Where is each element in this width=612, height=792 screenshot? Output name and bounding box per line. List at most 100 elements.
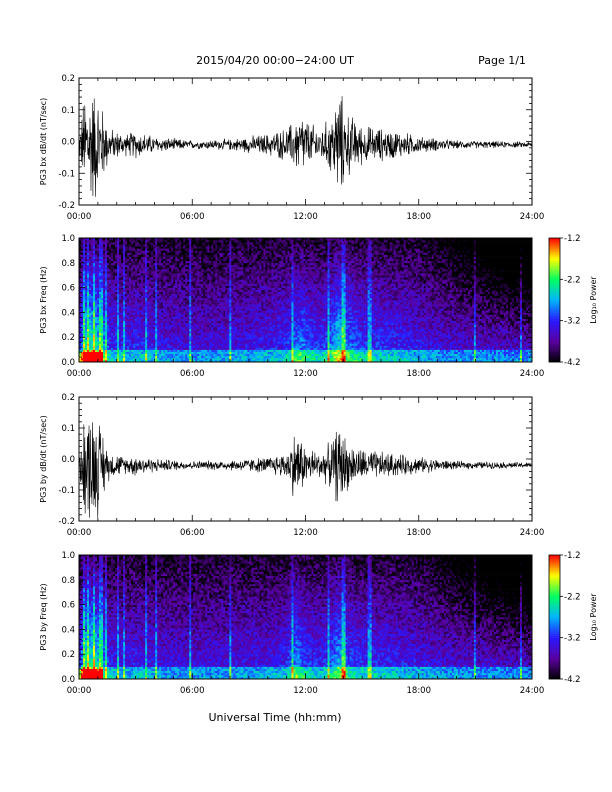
heatmap-cell bbox=[165, 292, 167, 294]
heatmap-cell bbox=[81, 283, 83, 285]
heatmap-cell bbox=[109, 345, 111, 347]
heatmap-cell bbox=[241, 356, 243, 358]
heatmap-cell bbox=[235, 294, 237, 296]
heatmap-cell bbox=[83, 292, 85, 294]
heatmap-cell bbox=[179, 350, 181, 352]
heatmap-cell bbox=[229, 327, 231, 329]
heatmap-cell bbox=[149, 300, 151, 302]
heatmap-cell bbox=[187, 275, 189, 277]
heatmap-cell bbox=[185, 343, 187, 345]
heatmap-cell bbox=[125, 335, 127, 337]
heatmap-cell bbox=[157, 329, 159, 331]
heatmap-cell bbox=[109, 319, 111, 321]
heatmap-cell bbox=[235, 321, 237, 323]
heatmap-cell bbox=[159, 242, 161, 244]
heatmap-cell bbox=[207, 358, 209, 360]
heatmap-cell bbox=[147, 296, 149, 298]
heatmap-cell bbox=[229, 257, 231, 259]
heatmap-cell bbox=[105, 310, 107, 312]
heatmap-cell bbox=[225, 286, 227, 288]
heatmap-cell bbox=[207, 335, 209, 337]
heatmap-cell bbox=[183, 244, 185, 246]
heatmap-cell bbox=[225, 317, 227, 319]
heatmap-cell bbox=[87, 314, 89, 316]
heatmap-cell bbox=[151, 242, 153, 244]
heatmap-cell bbox=[91, 339, 93, 341]
heatmap-cell bbox=[207, 314, 209, 316]
heatmap-cell bbox=[93, 350, 95, 352]
heatmap-cell bbox=[111, 263, 113, 265]
heatmap-cell bbox=[229, 333, 231, 335]
heatmap-cell bbox=[187, 294, 189, 296]
heatmap-cell bbox=[171, 290, 173, 292]
heatmap-cell bbox=[197, 286, 199, 288]
heatmap-cell bbox=[175, 269, 177, 271]
heatmap-cell bbox=[85, 310, 87, 312]
heatmap-cell bbox=[189, 352, 191, 354]
heatmap-cell bbox=[171, 356, 173, 358]
heatmap-cell bbox=[209, 296, 211, 298]
heatmap-cell bbox=[217, 259, 219, 261]
heatmap-cell bbox=[153, 275, 155, 277]
heatmap-cell bbox=[83, 271, 85, 273]
heatmap-cell bbox=[185, 277, 187, 279]
heatmap-cell bbox=[93, 325, 95, 327]
heatmap-cell bbox=[115, 261, 117, 263]
heatmap-cell bbox=[109, 352, 111, 354]
heatmap-cell bbox=[227, 271, 229, 273]
heatmap-cell bbox=[173, 304, 175, 306]
heatmap-cell bbox=[95, 329, 97, 331]
heatmap-cell bbox=[123, 335, 125, 337]
heatmap-cell bbox=[213, 308, 215, 310]
heatmap-cell bbox=[127, 240, 129, 242]
heatmap-cell bbox=[199, 286, 201, 288]
heatmap-cell bbox=[223, 339, 225, 341]
heatmap-cell bbox=[225, 244, 227, 246]
heatmap-cell bbox=[191, 294, 193, 296]
heatmap-cell bbox=[193, 294, 195, 296]
heatmap-cell bbox=[113, 308, 115, 310]
heatmap-cell bbox=[185, 255, 187, 257]
heatmap-cell bbox=[81, 325, 83, 327]
heatmap-cell bbox=[215, 269, 217, 271]
heatmap-cell bbox=[235, 283, 237, 285]
heatmap-cell bbox=[149, 286, 151, 288]
heatmap-cell bbox=[225, 339, 227, 341]
heatmap-cell bbox=[161, 286, 163, 288]
heatmap-cell bbox=[197, 242, 199, 244]
heatmap-cell bbox=[107, 327, 109, 329]
heatmap-cell bbox=[211, 277, 213, 279]
heatmap-cell bbox=[187, 341, 189, 343]
heatmap-cell bbox=[185, 312, 187, 314]
heatmap-cell bbox=[197, 263, 199, 265]
heatmap-cell bbox=[179, 358, 181, 360]
heatmap-cell bbox=[173, 248, 175, 250]
heatmap-cell bbox=[165, 306, 167, 308]
heatmap-cell bbox=[141, 335, 143, 337]
heatmap-cell bbox=[227, 317, 229, 319]
heatmap-cell bbox=[115, 312, 117, 314]
heatmap-cell bbox=[181, 294, 183, 296]
heatmap-cell bbox=[179, 296, 181, 298]
heatmap-cell bbox=[91, 246, 93, 248]
heatmap-cell bbox=[109, 310, 111, 312]
heatmap-cell bbox=[219, 310, 221, 312]
heatmap-cell bbox=[131, 277, 133, 279]
heatmap-cell bbox=[155, 325, 157, 327]
heatmap-cell bbox=[217, 283, 219, 285]
heatmap-cell bbox=[167, 329, 169, 331]
heatmap-cell bbox=[111, 325, 113, 327]
heatmap-cell bbox=[177, 273, 179, 275]
heatmap-cell bbox=[205, 356, 207, 358]
heatmap-cell bbox=[177, 304, 179, 306]
heatmap-cell bbox=[175, 257, 177, 259]
heatmap-cell bbox=[227, 279, 229, 281]
heatmap-cell bbox=[177, 261, 179, 263]
heatmap-cell bbox=[159, 321, 161, 323]
heatmap-cell bbox=[169, 321, 171, 323]
heatmap-cell bbox=[103, 267, 105, 269]
heatmap-cell bbox=[143, 335, 145, 337]
heatmap-cell bbox=[107, 333, 109, 335]
heatmap-cell bbox=[145, 298, 147, 300]
heatmap-cell bbox=[209, 300, 211, 302]
